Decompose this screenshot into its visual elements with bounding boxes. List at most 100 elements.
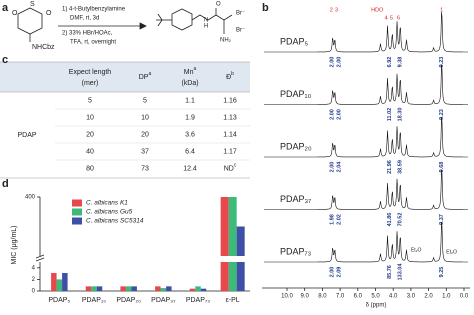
panel-label: b (262, 2, 269, 14)
nmr-spectrum (264, 64, 468, 105)
x-tick-label: 8.0 (318, 294, 327, 300)
x-tick-label: PDAP₅ (48, 297, 70, 304)
atom-label: O (12, 10, 18, 17)
integral-value: 9.37 (439, 214, 445, 225)
legend-swatch (72, 199, 82, 207)
integral-value: 41.86 (387, 213, 393, 227)
table-lines (0, 61, 250, 179)
x-tick-label: 7.0 (336, 294, 345, 300)
panel-label: d (2, 178, 9, 190)
y-tick-label: 2 (32, 277, 36, 283)
integral-value: 18.30 (398, 108, 404, 122)
bar (125, 286, 132, 291)
integral-value: 2.00 (330, 57, 336, 68)
integral-value: 70.52 (398, 213, 404, 227)
header-text: DP (139, 74, 149, 81)
cell-sup: c (234, 163, 237, 169)
table-cell: 3.6 (185, 131, 195, 138)
integral-value: 2.00 (330, 109, 336, 120)
spectrum-label: PDAP₂₀ (280, 141, 312, 151)
atom-label: NH₂ (220, 38, 232, 44)
header-sup: a (193, 66, 196, 72)
atom-label: S (30, 1, 35, 8)
atom-label: N (204, 18, 208, 24)
x-tick-label: PDAP₂₀ (116, 297, 141, 304)
legend-label: C. albicans Gu5 (86, 209, 133, 216)
reagent-text: 2) 33% HBr/HOAc, (62, 31, 113, 37)
reagent-text: TFA, rt, overnight (70, 40, 116, 46)
bar (96, 286, 103, 291)
legend-label: C. albicans SC5314 (86, 218, 144, 225)
table-cell: 73 (141, 165, 149, 172)
x-tick-label: 0.0 (460, 294, 469, 300)
header-sup: b (231, 71, 234, 77)
bar (220, 197, 229, 256)
integral-value: 11.02 (387, 108, 393, 121)
bar (236, 262, 245, 291)
panel-label: c (2, 54, 8, 66)
nmr-spectrum (264, 116, 468, 158)
table-cell: 10 (86, 114, 94, 121)
table-cell: NDc (224, 163, 237, 173)
table-cell: 20 (141, 131, 149, 138)
integral-value: 2.09 (337, 267, 343, 278)
header-text: Expect length (69, 69, 112, 76)
y-tick-label: 4 (32, 265, 36, 271)
header-sup: a (148, 71, 151, 77)
integral-value: 9.25 (439, 267, 445, 278)
solvent-label: Et₂O (411, 247, 422, 253)
header-text: Đ (226, 74, 231, 81)
integral-value: 1.98 (330, 214, 336, 225)
peak-label: 1 (440, 7, 443, 13)
legend-label: C. albicans K1 (86, 200, 128, 207)
panel-label: a (2, 2, 9, 14)
x-axis-label: δ (ppm) (366, 303, 387, 309)
integral-value: 2.00 (330, 162, 336, 173)
reagent-text: DMF, rt, 3d (70, 16, 99, 22)
table-header: Đb (226, 71, 234, 81)
table-cell: 1.1 (185, 97, 195, 104)
x-tick-label: PDAP₇₃ (186, 297, 210, 304)
solvent-label: Et₂O (446, 249, 457, 255)
x-tick-label: 6.0 (354, 294, 363, 300)
table-cell: 1.14 (223, 131, 237, 138)
integral-value: 38.59 (398, 160, 404, 174)
table-cell: 5 (88, 97, 92, 104)
x-tick-label: PDAP₃₇ (151, 297, 176, 304)
x-tick-label: 3.0 (407, 294, 416, 300)
atom-label: NHCbz (32, 44, 55, 51)
table-cell: 5 (143, 97, 147, 104)
table-group: PDAP (17, 132, 36, 139)
legend-swatch (72, 217, 82, 225)
table-cell: 1.13 (223, 114, 237, 121)
nmr-spectrum (264, 11, 468, 53)
integral-value: 9.23 (439, 109, 445, 120)
x-tick-label: ε-PL (226, 297, 240, 304)
table-header: DPa (139, 71, 152, 81)
table-cell: 1.9 (185, 114, 195, 121)
table-header: (mer) (82, 80, 99, 87)
atom-label: O (46, 10, 52, 17)
bar (85, 286, 92, 291)
table-cell: 40 (86, 148, 94, 155)
integral-value: 2.00 (330, 267, 336, 278)
peak-label: 3 (335, 7, 338, 13)
x-tick-label: 9.0 (301, 294, 310, 300)
table-header-bg (0, 62, 250, 92)
table-header: Mna (184, 66, 197, 76)
bar (56, 279, 63, 291)
bar (236, 226, 245, 256)
reagent-text: 1) 4-t-Butylbenzylamine (62, 7, 126, 13)
nmr-spectrum (264, 221, 468, 263)
spectrum-label: PDAP₅ (280, 36, 309, 46)
bar (160, 288, 167, 291)
table-cell: 37 (141, 148, 149, 155)
table-cell: 1.16 (223, 97, 237, 104)
table-header: (kDa) (181, 80, 198, 87)
integral-value: 2.02 (337, 214, 343, 225)
bar (189, 288, 196, 291)
integral-value: 85.76 (387, 265, 393, 279)
spectrum-label: PDAP₇₃ (280, 246, 312, 256)
bar (155, 286, 161, 291)
